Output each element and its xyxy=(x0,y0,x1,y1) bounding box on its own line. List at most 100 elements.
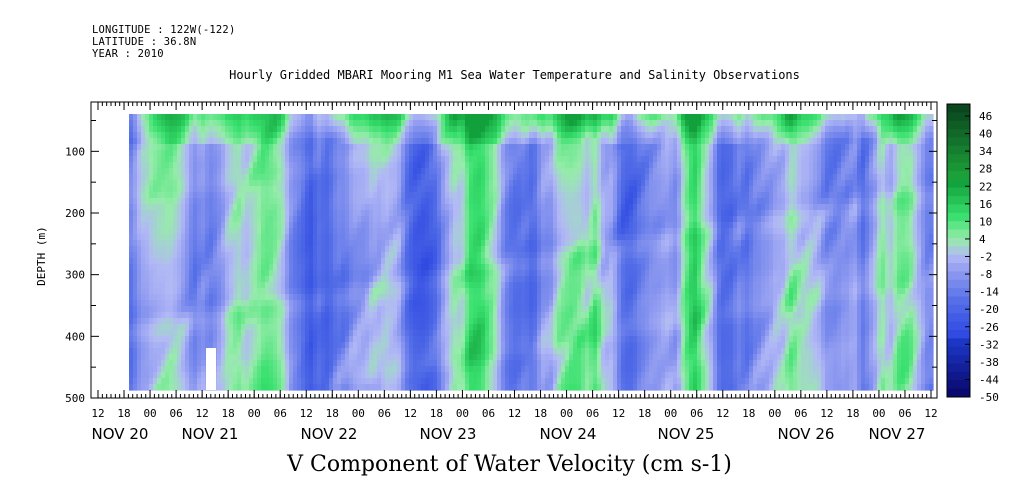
x-tick-label: 06 xyxy=(690,407,703,420)
colorbar-segment xyxy=(947,137,970,147)
latitude-label: LATITUDE : 36.8N xyxy=(92,36,197,48)
x-date-label: NOV 23 xyxy=(420,425,477,443)
colorbar-segment xyxy=(947,212,970,222)
colorbar-border xyxy=(946,103,971,398)
x-axis: 12 18 00 06 12 18 00 06 12 18 00 06 12 18 00 06 12 18 00 06… xyxy=(91,102,938,443)
x-date-label: NOV 24 xyxy=(540,425,597,443)
chart-title: Hourly Gridded MBARI Mooring M1 Sea Wate… xyxy=(229,68,800,82)
colorbar-segment xyxy=(947,313,970,323)
x-tick-label: 18 xyxy=(742,407,755,420)
x-tick-label: 00 xyxy=(248,407,261,420)
colorbar-label: 10 xyxy=(979,215,992,228)
colorbar-segment xyxy=(947,254,970,264)
colorbar-label: 34 xyxy=(979,145,993,158)
x-tick-label: 12 xyxy=(716,407,729,420)
colorbar-segment xyxy=(947,204,970,214)
colorbar-segment xyxy=(947,112,970,122)
y-axis: 100 200 300 400 500 xyxy=(65,120,937,405)
colorbar-label: -32 xyxy=(979,338,999,351)
x-tick-label: 12 xyxy=(612,407,625,420)
colorbar-segment xyxy=(947,346,970,356)
x-tick-label: 06 xyxy=(378,407,391,420)
colorbar-segment xyxy=(947,279,970,289)
colorbar-segment xyxy=(947,162,970,172)
x-tick-label: 06 xyxy=(586,407,599,420)
x-tick-label: 18 xyxy=(222,407,235,420)
x-date-label: NOV 21 xyxy=(182,425,239,443)
x-tick-label: 18 xyxy=(638,407,651,420)
year-label: YEAR : 2010 xyxy=(92,48,164,60)
x-tick-label: 06 xyxy=(482,407,495,420)
x-tick-label: 06 xyxy=(898,407,911,420)
colorbar-segment xyxy=(947,246,970,256)
y-tick-label: 400 xyxy=(65,330,85,343)
colorbar-label: 28 xyxy=(979,163,992,176)
colorbar-segment xyxy=(947,221,970,231)
colorbar-segment xyxy=(947,196,970,205)
x-date-label: NOV 26 xyxy=(778,425,835,443)
velocity-field xyxy=(129,114,934,391)
colorbar-label: 22 xyxy=(979,180,992,193)
x-tick-label: 12 xyxy=(404,407,417,420)
colorbar-segment xyxy=(947,179,970,189)
x-tick-label: 18 xyxy=(534,407,547,420)
colorbar-label: -2 xyxy=(979,251,992,264)
x-tick-label: 12 xyxy=(508,407,521,420)
x-tick-label: 12 xyxy=(91,407,104,420)
y-tick-label: 100 xyxy=(65,145,85,158)
colorbar-segment xyxy=(947,229,970,239)
colorbar-segment xyxy=(947,271,970,281)
colorbar-label: -50 xyxy=(979,391,999,404)
x-tick-label: 18 xyxy=(117,407,130,420)
x-tick-label: 06 xyxy=(169,407,182,420)
x-tick-label: 00 xyxy=(872,407,885,420)
colorbar-segment xyxy=(947,187,970,197)
x-tick-label: 00 xyxy=(664,407,677,420)
x-tick-label: 12 xyxy=(924,407,937,420)
colorbar-label: -38 xyxy=(979,356,999,369)
colorbar-label: -14 xyxy=(979,286,999,299)
longitude-label: LONGITUDE : 122W(-122) xyxy=(92,24,236,36)
x-date-label: NOV 27 xyxy=(869,425,926,443)
x-tick-label: 00 xyxy=(352,407,365,420)
colorbar-label: 4 xyxy=(979,233,986,246)
x-tick-label: 18 xyxy=(430,407,443,420)
x-date-label: NOV 22 xyxy=(301,425,358,443)
colorbar: 46 40 34 28 22 16 10 4 -2 -8 -14 -20 -26 -32 -38 -44 -50 xyxy=(946,103,999,404)
colorbar-segment xyxy=(947,129,970,138)
x-tick-label: 18 xyxy=(326,407,339,420)
colorbar-segment xyxy=(947,104,970,113)
colorbar-label: 46 xyxy=(979,110,992,123)
x-tick-label: 06 xyxy=(274,407,287,420)
colorbar-segment xyxy=(947,154,970,164)
x-tick-label: 00 xyxy=(143,407,156,420)
y-tick-label: 500 xyxy=(65,392,85,405)
x-tick-label: 06 xyxy=(794,407,807,420)
x-tick-label: 12 xyxy=(820,407,833,420)
colorbar-segment xyxy=(947,371,970,381)
colorbar-segment xyxy=(947,321,970,331)
colorbar-segment xyxy=(947,388,970,398)
colorbar-segment xyxy=(947,304,970,314)
colorbar-segment xyxy=(947,363,970,373)
colorbar-segment xyxy=(947,338,970,348)
x-tick-label: 00 xyxy=(456,407,469,420)
colorbar-segment xyxy=(947,263,970,272)
colorbar-label: 40 xyxy=(979,128,992,141)
colorbar-segment xyxy=(947,145,970,155)
colorbar-segment xyxy=(947,170,970,180)
colorbar-label: -26 xyxy=(979,321,999,334)
x-tick-label: 00 xyxy=(560,407,573,420)
y-tick-label: 200 xyxy=(65,207,85,220)
x-date-label: NOV 25 xyxy=(658,425,715,443)
colorbar-label: -20 xyxy=(979,303,999,316)
x-axis-label: V Component of Water Velocity (cm s-1) xyxy=(287,452,732,477)
colorbar-segment xyxy=(947,296,970,306)
x-tick-label: 12 xyxy=(196,407,209,420)
colorbar-label: -8 xyxy=(979,268,992,281)
colorbar-segment xyxy=(947,330,970,339)
y-axis-label: DEPTH (m) xyxy=(35,226,48,286)
colorbar-segment xyxy=(947,237,970,247)
colorbar-segment xyxy=(947,120,970,130)
